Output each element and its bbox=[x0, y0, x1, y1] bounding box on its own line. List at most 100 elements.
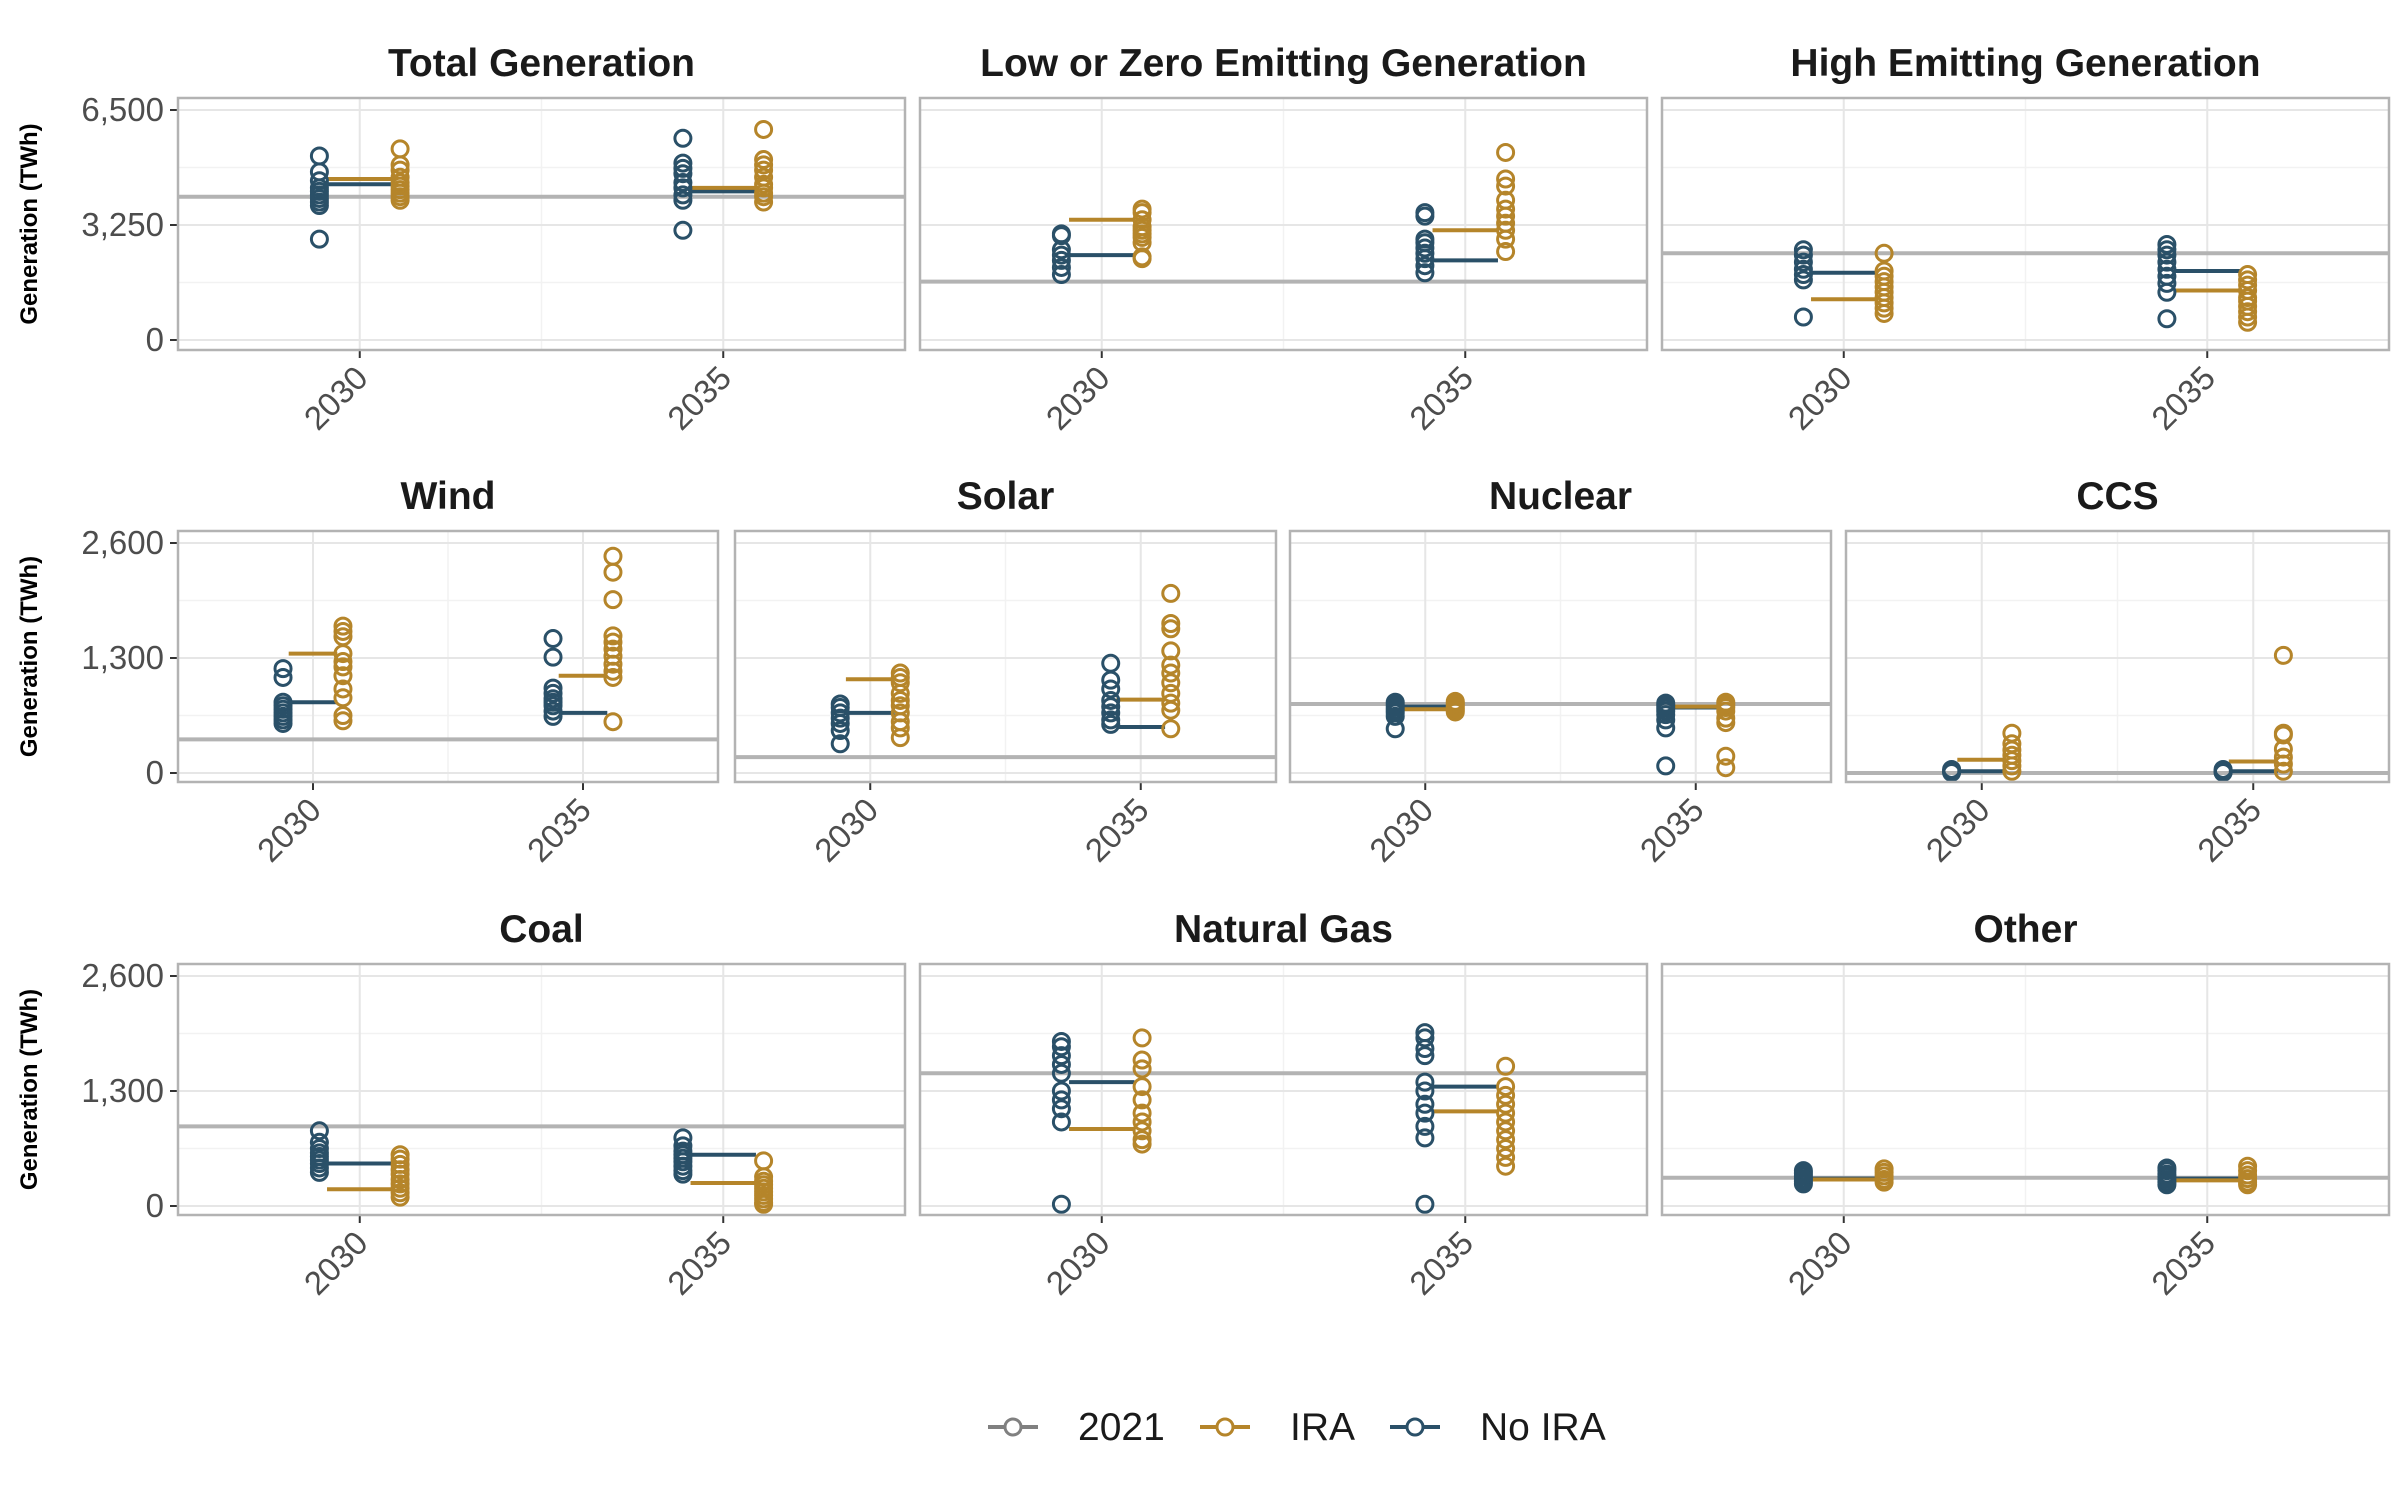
point-ira-2035 bbox=[754, 187, 774, 207]
point-no-ira-2035 bbox=[543, 683, 563, 703]
y-axis-label: Generation (TWh) bbox=[16, 123, 43, 324]
point-ira-2035 bbox=[2238, 1175, 2258, 1195]
panel-frame bbox=[1288, 529, 1833, 784]
panel-frame bbox=[1660, 962, 2391, 1217]
point-no-ira-2035 bbox=[2213, 763, 2233, 783]
point-ira-2035 bbox=[1496, 1077, 1516, 1097]
point-ira-2035 bbox=[1496, 229, 1516, 249]
x-tick-label: 2030 bbox=[297, 1224, 375, 1302]
point-no-ira-2030 bbox=[1051, 1194, 1071, 1214]
point-no-ira-2035 bbox=[1415, 1116, 1435, 1136]
point-no-ira-2035 bbox=[673, 164, 693, 184]
x-tick-label: 2035 bbox=[520, 791, 598, 869]
point-no-ira-2035 bbox=[1101, 690, 1121, 710]
point-no-ira-2030 bbox=[830, 703, 850, 723]
point-ira-2035 bbox=[1496, 206, 1516, 226]
point-no-ira-2030 bbox=[1051, 1090, 1071, 1110]
point-no-ira-2035 bbox=[2157, 252, 2177, 272]
point-ira-2030 bbox=[1132, 1112, 1152, 1132]
point-ira-2030 bbox=[390, 190, 410, 210]
point-ira-2035 bbox=[754, 119, 774, 139]
point-ira-2035 bbox=[1496, 142, 1516, 162]
point-no-ira-2035 bbox=[1415, 238, 1435, 258]
point-no-ira-2030 bbox=[830, 713, 850, 733]
x-tick-label: 2030 bbox=[250, 791, 328, 869]
point-ira-2030 bbox=[1132, 1077, 1152, 1097]
point-ira-2035 bbox=[754, 160, 774, 180]
panel-title: Wind bbox=[401, 475, 496, 518]
point-ira-2035 bbox=[1716, 713, 1736, 733]
panel-title: High Emitting Generation bbox=[1790, 42, 2260, 85]
point-ira-2035 bbox=[1161, 619, 1181, 639]
legend-label: No IRA bbox=[1480, 1406, 1606, 1449]
point-ira-2030 bbox=[890, 728, 910, 748]
panel-frame bbox=[176, 96, 907, 352]
point-ira-2035 bbox=[754, 150, 774, 170]
point-ira-2035 bbox=[603, 590, 623, 610]
point-ira-2035 bbox=[2273, 645, 2293, 665]
point-no-ira-2030 bbox=[1793, 259, 1813, 279]
point-no-ira-2035 bbox=[673, 153, 693, 173]
legend-item-no-ira: No IRA bbox=[1390, 1406, 1606, 1449]
point-no-ira-2035 bbox=[2157, 309, 2177, 329]
point-ira-2035 bbox=[754, 178, 774, 198]
point-ira-2035 bbox=[1496, 1121, 1516, 1141]
y-tick-label: 0 bbox=[146, 321, 164, 358]
point-ira-2030 bbox=[333, 688, 353, 708]
point-ira-2035 bbox=[1161, 583, 1181, 603]
point-ira-2035 bbox=[1496, 1130, 1516, 1150]
point-no-ira-2030 bbox=[1051, 226, 1071, 246]
point-ira-2035 bbox=[2238, 307, 2258, 327]
legend-item-2021: 2021 bbox=[988, 1406, 1165, 1449]
point-ira-2030 bbox=[333, 621, 353, 641]
point-no-ira-2035 bbox=[1101, 679, 1121, 699]
point-no-ira-2030 bbox=[1051, 240, 1071, 260]
point-ira-2035 bbox=[603, 712, 623, 732]
point-no-ira-2035 bbox=[1656, 756, 1676, 776]
point-no-ira-2035 bbox=[1415, 1094, 1435, 1114]
point-no-ira-2030 bbox=[309, 229, 329, 249]
point-no-ira-2030 bbox=[273, 713, 293, 733]
point-ira-2030 bbox=[333, 711, 353, 731]
point-no-ira-2030 bbox=[1051, 1063, 1071, 1083]
x-tick-label: 2030 bbox=[1919, 791, 1997, 869]
point-no-ira-2030 bbox=[1051, 1037, 1071, 1057]
panel-high-emitting-generation: High Emitting Generation 2030 2035 bbox=[1660, 42, 2391, 437]
point-ira-2030 bbox=[1445, 702, 1465, 722]
x-tick-label: 2030 bbox=[1039, 359, 1117, 437]
point-no-ira-2030 bbox=[309, 1162, 329, 1182]
point-ira-2030 bbox=[1132, 249, 1152, 269]
point-no-ira-2035 bbox=[1415, 1081, 1435, 1101]
point-no-ira-2035 bbox=[2157, 1175, 2177, 1195]
point-ira-2035 bbox=[603, 546, 623, 566]
panel-frame bbox=[176, 962, 907, 1217]
point-ira-2035 bbox=[1716, 758, 1736, 778]
point-ira-2035 bbox=[1161, 700, 1181, 720]
point-ira-2030 bbox=[1132, 1028, 1152, 1048]
point-ira-2035 bbox=[1496, 169, 1516, 189]
x-tick-label: 2035 bbox=[1078, 791, 1156, 869]
point-no-ira-2030 bbox=[830, 734, 850, 754]
point-ira-2030 bbox=[333, 652, 353, 672]
point-ira-2035 bbox=[603, 562, 623, 582]
point-ira-2030 bbox=[1874, 303, 1894, 323]
point-no-ira-2035 bbox=[2157, 282, 2177, 302]
point-ira-2035 bbox=[2238, 302, 2258, 322]
point-ira-2035 bbox=[1161, 614, 1181, 633]
point-ira-2035 bbox=[603, 626, 623, 646]
point-no-ira-2035 bbox=[1101, 697, 1121, 717]
point-no-ira-2035 bbox=[673, 190, 693, 210]
point-ira-2035 bbox=[603, 667, 623, 687]
point-ira-2030 bbox=[333, 666, 353, 686]
point-no-ira-2035 bbox=[1415, 1039, 1435, 1059]
point-ira-2035 bbox=[2238, 270, 2258, 290]
point-no-ira-2035 bbox=[1415, 1128, 1435, 1148]
point-no-ira-2030 bbox=[1051, 245, 1071, 265]
panel-coal: Coal 2030 2035 bbox=[176, 908, 907, 1302]
point-no-ira-2030 bbox=[1051, 1054, 1071, 1074]
point-ira-2035 bbox=[1496, 1103, 1516, 1123]
point-no-ira-2030 bbox=[309, 1121, 329, 1141]
point-ira-2035 bbox=[603, 632, 623, 652]
point-ira-2035 bbox=[2273, 754, 2293, 774]
